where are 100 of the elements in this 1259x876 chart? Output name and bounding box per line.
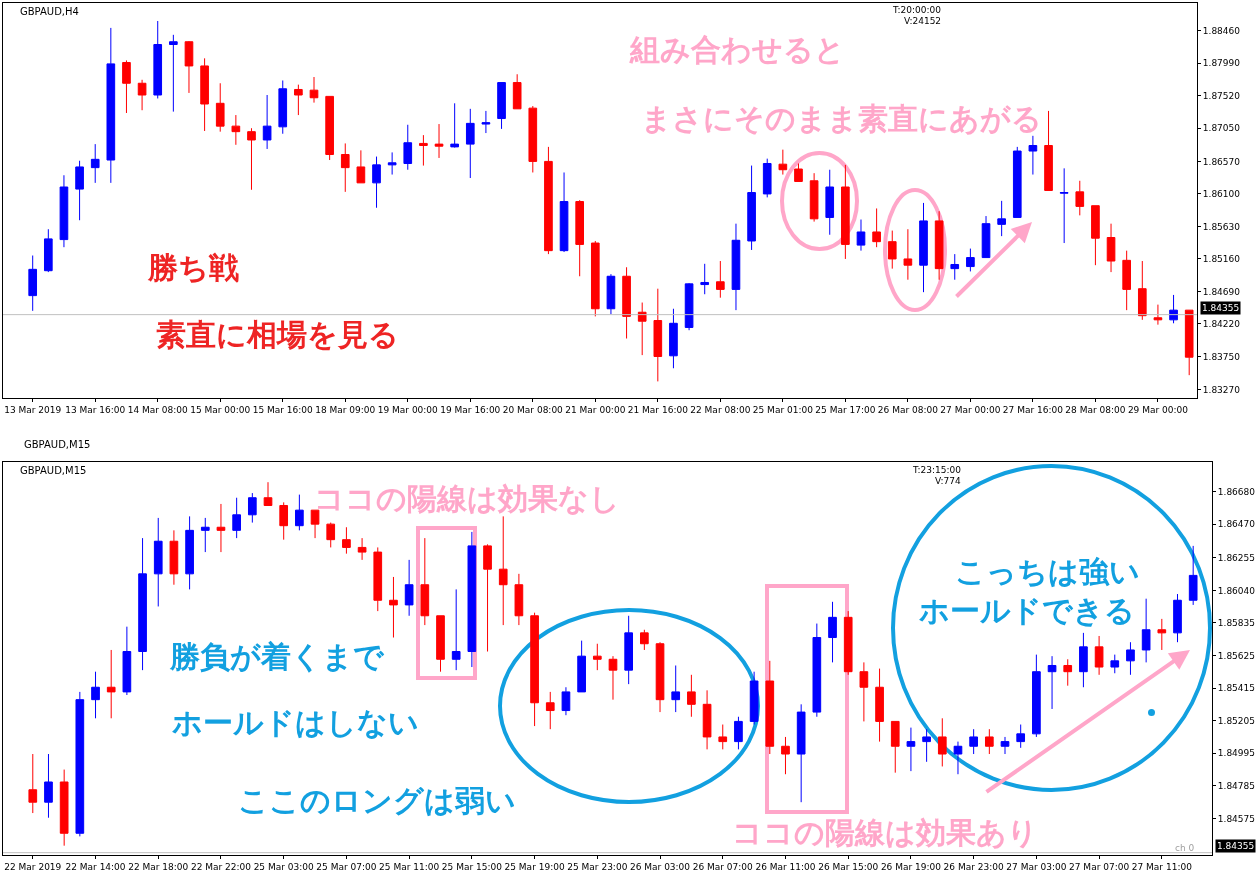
candlestick bbox=[106, 27, 116, 184]
candlestick bbox=[185, 515, 194, 590]
x-tick-label: 26 Mar 15:00 bbox=[818, 861, 879, 872]
x-tick-label: 28 Mar 08:00 bbox=[1065, 404, 1126, 415]
x-tick-label: 27 Mar 07:00 bbox=[1069, 861, 1130, 872]
candlestick bbox=[387, 151, 397, 176]
candlestick bbox=[497, 82, 506, 130]
candlestick bbox=[762, 158, 772, 198]
y-tick-label: 1.85415 bbox=[1217, 683, 1256, 694]
candlestick bbox=[922, 728, 931, 763]
candlestick bbox=[687, 674, 696, 718]
candlestick bbox=[106, 649, 116, 719]
y-tick-label: 1.85630 bbox=[1202, 221, 1241, 232]
candlestick bbox=[450, 102, 459, 149]
x-tick-label: 29 Mar 00:00 bbox=[1127, 404, 1189, 415]
candlestick bbox=[357, 537, 367, 561]
candlestick bbox=[1094, 635, 1104, 676]
candlestick bbox=[606, 273, 616, 315]
candlestick bbox=[544, 146, 553, 255]
candlestick bbox=[890, 720, 900, 774]
candlestick bbox=[577, 640, 586, 693]
x-tick-label: 22 Mar 14:00 bbox=[65, 861, 126, 872]
x-tick-label: 22 Mar 22:00 bbox=[190, 861, 252, 872]
candlestick bbox=[373, 546, 383, 612]
candlestick bbox=[498, 515, 508, 626]
candlestick bbox=[403, 124, 413, 171]
y-tick-label: 1.84690 bbox=[1202, 286, 1241, 297]
candlestick bbox=[887, 230, 897, 270]
candlestick bbox=[1063, 658, 1073, 687]
candlestick bbox=[1153, 304, 1163, 326]
candlestick bbox=[420, 537, 430, 626]
annotation: ココの陽線は効果あり bbox=[732, 815, 1038, 850]
candlestick bbox=[828, 601, 837, 663]
candlestick bbox=[467, 531, 477, 668]
x-tick-label: 19 Mar 00:00 bbox=[377, 404, 439, 415]
candlestick bbox=[247, 127, 256, 191]
candlestick bbox=[184, 40, 194, 94]
x-tick-label: 22 Mar 18:00 bbox=[128, 861, 189, 872]
candlestick bbox=[843, 610, 853, 676]
x-tick-label: 15 Mar 16:00 bbox=[252, 404, 314, 415]
candlestick bbox=[153, 20, 163, 99]
annotation: T:23:15:00 bbox=[912, 465, 962, 475]
x-tick-label: 25 Mar 17:00 bbox=[815, 404, 876, 415]
text: GBPAUD,M15 bbox=[24, 439, 91, 450]
candlestick bbox=[91, 671, 100, 719]
y-tick-label: 1.83750 bbox=[1202, 351, 1241, 362]
candlestick bbox=[278, 79, 288, 135]
candlestick bbox=[825, 169, 835, 236]
candlestick bbox=[875, 668, 884, 743]
annotation: GBPAUD,H4 bbox=[20, 6, 79, 17]
candlestick bbox=[200, 517, 210, 553]
candlestick bbox=[981, 215, 991, 259]
candlestick bbox=[247, 492, 257, 524]
candlestick bbox=[669, 308, 678, 369]
candlestick bbox=[137, 79, 147, 111]
y-tick-label: 1.86255 bbox=[1217, 552, 1256, 563]
candlestick bbox=[528, 105, 538, 173]
candlestick bbox=[389, 576, 398, 639]
y-tick-label: 1.84575 bbox=[1217, 813, 1256, 824]
candlestick bbox=[514, 573, 524, 626]
candlestick bbox=[872, 207, 881, 248]
candlestick bbox=[903, 228, 913, 281]
candlestick bbox=[655, 641, 665, 713]
candlestick bbox=[906, 727, 916, 772]
candlestick bbox=[950, 253, 960, 281]
candlestick bbox=[436, 615, 445, 673]
candlestick bbox=[372, 156, 381, 209]
x-tick-label: 18 Mar 09:00 bbox=[315, 404, 376, 415]
y-tick-label: 1.85625 bbox=[1217, 650, 1256, 661]
candlestick bbox=[1141, 598, 1151, 663]
x-tick-label: 25 Mar 11:00 bbox=[379, 861, 440, 872]
ref-line-label: 1.84355 bbox=[1217, 841, 1255, 851]
y-tick-label: 1.84785 bbox=[1217, 781, 1256, 792]
candlestick bbox=[122, 59, 131, 114]
y-tick-label: 1.83270 bbox=[1202, 384, 1241, 395]
candlestick bbox=[716, 260, 725, 299]
x-tick-label: 13 Mar 16:00 bbox=[65, 404, 126, 415]
candlestick bbox=[640, 629, 649, 651]
candlestick bbox=[1122, 250, 1131, 311]
y-tick-label: 1.86680 bbox=[1217, 486, 1256, 497]
y-tick-label: 1.85205 bbox=[1217, 715, 1256, 726]
candlestick bbox=[231, 114, 241, 146]
candlestick bbox=[1188, 545, 1198, 606]
annotation: 勝ち戦 bbox=[147, 250, 239, 285]
candlestick bbox=[451, 588, 461, 671]
candlestick bbox=[1028, 135, 1038, 176]
candlestick bbox=[794, 162, 803, 182]
candlestick bbox=[342, 526, 351, 555]
candlestick bbox=[1157, 618, 1167, 651]
annotation: ホールドはしない bbox=[172, 705, 419, 740]
candlestick bbox=[530, 612, 539, 727]
y-tick-label: 1.87050 bbox=[1202, 123, 1241, 134]
candlestick bbox=[28, 255, 38, 312]
candlestick bbox=[590, 240, 600, 317]
candlestick bbox=[44, 753, 53, 819]
candlestick bbox=[934, 210, 944, 281]
candlestick bbox=[169, 34, 178, 113]
candlestick bbox=[765, 660, 775, 755]
candlestick bbox=[953, 741, 963, 775]
candlestick bbox=[1184, 309, 1194, 376]
